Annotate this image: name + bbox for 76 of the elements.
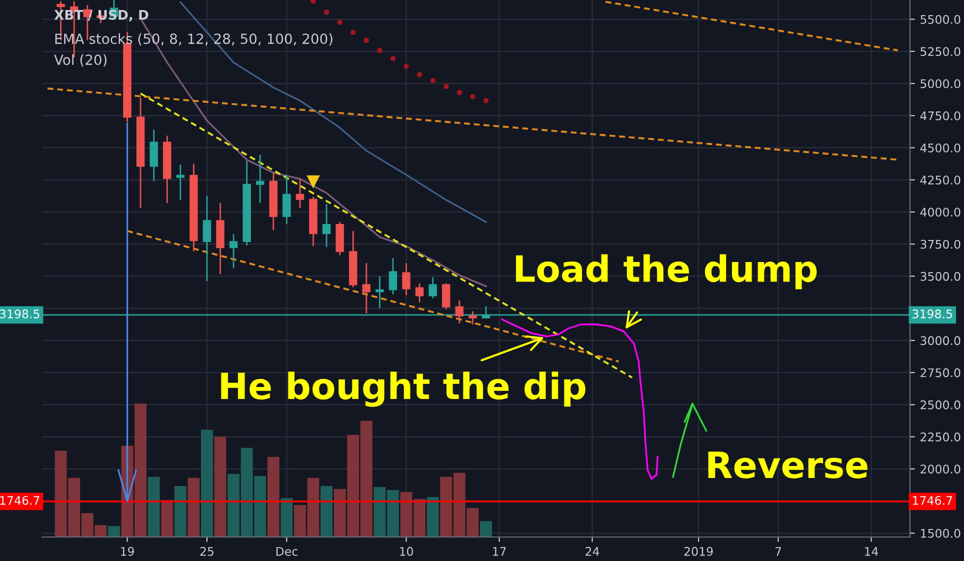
bar: [148, 476, 160, 537]
bar: [480, 521, 492, 537]
x-tick-label: 14: [865, 547, 878, 556]
point: [483, 98, 489, 104]
y-tick-label: 5250.0: [920, 47, 960, 56]
candlestick: [455, 300, 464, 324]
point: [350, 30, 356, 35]
bar: [267, 456, 280, 537]
text: 1746.7: [913, 496, 952, 505]
point: [364, 38, 369, 43]
x-tick-label: 25: [200, 546, 214, 556]
x-tick-label: 2019: [684, 546, 713, 556]
annotation: Vol (20): [54, 54, 107, 67]
point: [377, 48, 382, 53]
candlestick: [202, 195, 212, 282]
candlestick: [402, 262, 410, 296]
candlestick: [282, 174, 291, 225]
point: [404, 64, 409, 70]
bar: [174, 486, 186, 537]
bar: [188, 478, 200, 537]
candlestick: [388, 257, 398, 296]
candlestick: [376, 276, 384, 310]
candlestick: [229, 233, 238, 269]
bar: [320, 486, 333, 537]
y-tick-label: 3000.0: [920, 336, 960, 346]
x-tick-label: 10: [400, 546, 413, 556]
point: [310, 0, 316, 4]
point: [470, 94, 476, 100]
bar: [214, 436, 226, 537]
candlestick: [468, 310, 477, 326]
text: 3198.5: [0, 309, 40, 318]
point: [337, 20, 342, 25]
candlestick: [256, 154, 264, 204]
bar: [200, 430, 213, 537]
point: [456, 90, 462, 96]
candlestick: [176, 164, 185, 201]
point: [390, 56, 396, 62]
point: [324, 10, 330, 15]
y-tick-label: 2500.0: [920, 400, 960, 410]
x-tick-label: Dec: [276, 547, 298, 556]
annotation: Load the dump: [516, 254, 817, 290]
x-tick-label: 7: [775, 547, 781, 556]
y-tick-label: 4250.0: [920, 176, 960, 185]
y-tick-label: 2000.0: [920, 464, 960, 474]
bar: [108, 526, 120, 537]
ref-line-label: 1746.7: [0, 496, 40, 505]
point: [430, 78, 436, 84]
y-tick-label: 1500.0: [921, 528, 960, 538]
line-series: [180, 1, 487, 223]
x-tick-label: 19: [121, 546, 134, 556]
x-tick-label: 24: [586, 546, 600, 556]
y-tick-label: 4000.0: [920, 208, 960, 217]
y-tick-label: 5000.0: [920, 79, 960, 88]
point: [444, 84, 449, 90]
point: [416, 72, 422, 78]
annotation: Reverse: [708, 452, 868, 478]
point: [306, 175, 320, 188]
y-tick-label: 3500.0: [920, 272, 960, 281]
candlestick: [322, 203, 331, 248]
y-tick-label: 2750.0: [920, 368, 960, 378]
candlestick: [362, 262, 371, 314]
y-tick-label: 3750.0: [920, 240, 960, 249]
bar: [426, 497, 439, 537]
y-tick-label: 5500.0: [920, 14, 960, 24]
candlestick: [296, 178, 304, 209]
bar: [161, 500, 174, 537]
x-tick-label: 17: [493, 547, 506, 556]
annotation: He bought the dip: [221, 372, 586, 407]
y-tick-label: 4500.0: [920, 143, 960, 152]
candlestick: [428, 276, 437, 299]
y-tick-label: 4750.0: [920, 111, 960, 120]
ref-line-label: 3198.5: [912, 309, 952, 318]
bar: [280, 498, 293, 537]
candlestick: [415, 282, 424, 303]
candlestick: [442, 282, 450, 310]
y-tick-label: 2250.0: [920, 432, 960, 442]
